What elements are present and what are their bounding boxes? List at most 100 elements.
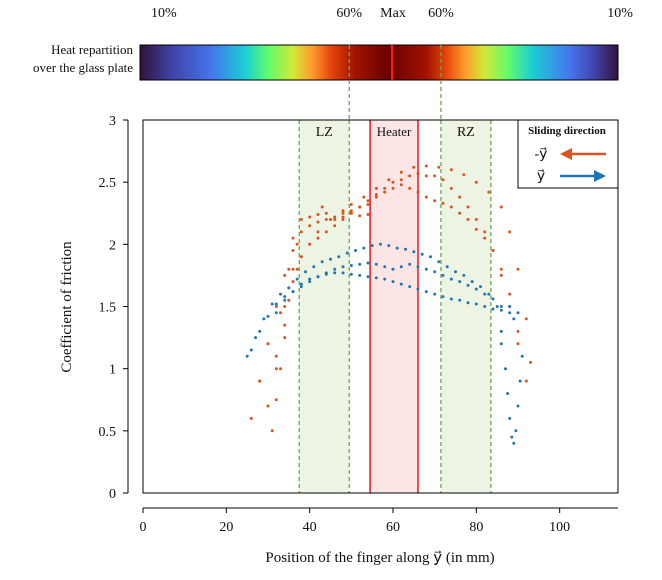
heat-bar-percent-label: Max: [380, 6, 406, 21]
data-point: [308, 215, 312, 219]
data-point: [299, 285, 303, 289]
data-point: [499, 342, 503, 346]
data-point: [474, 180, 478, 184]
data-point: [429, 255, 432, 259]
data-point: [424, 267, 428, 271]
x-tick-label: 40: [303, 520, 317, 535]
data-point: [358, 262, 362, 266]
data-point: [416, 287, 420, 291]
y-axis-label: Coefficient of friction: [59, 241, 75, 373]
zone-label: Heater: [377, 124, 412, 139]
heat-bar-percent-label: 10%: [607, 6, 633, 21]
data-point: [283, 273, 287, 277]
data-point: [516, 267, 520, 271]
data-point: [308, 224, 312, 228]
data-point: [287, 286, 291, 290]
data-point: [416, 172, 420, 175]
data-point: [508, 230, 512, 234]
data-point: [449, 186, 453, 190]
data-point: [483, 292, 487, 296]
data-point: [295, 242, 299, 246]
heat-zone-connectors: [348, 45, 442, 120]
legend-label: -y⃗: [535, 147, 548, 162]
data-point: [404, 247, 407, 251]
y-tick-label: 3: [109, 114, 116, 129]
zone-label: LZ: [316, 125, 333, 140]
x-tick-label: 80: [469, 520, 483, 535]
data-point: [287, 298, 291, 302]
data-point: [441, 295, 445, 299]
data-point: [262, 317, 266, 321]
arrow-left-icon: [560, 148, 572, 160]
data-point: [424, 174, 428, 178]
data-point: [458, 280, 462, 284]
data-point: [366, 213, 370, 216]
data-point: [408, 174, 412, 178]
data-point: [383, 186, 387, 190]
data-point: [499, 267, 503, 271]
data-point: [358, 214, 362, 218]
legend-title: Sliding direction: [528, 125, 606, 137]
data-point: [349, 211, 353, 215]
data-point: [399, 265, 403, 269]
data-point: [283, 305, 287, 308]
data-point: [458, 298, 462, 302]
data-point: [466, 205, 470, 209]
data-point: [266, 404, 270, 408]
data-point: [387, 244, 391, 248]
data-point: [458, 211, 462, 215]
data-point: [514, 429, 518, 433]
data-point: [474, 287, 478, 291]
data-point: [274, 354, 278, 358]
data-point: [274, 302, 278, 306]
data-point: [274, 367, 278, 371]
data-point: [341, 209, 345, 213]
x-tick-label: 0: [140, 520, 147, 535]
data-point: [258, 379, 262, 383]
data-point: [374, 276, 378, 280]
data-point: [333, 267, 337, 271]
data-point: [295, 277, 299, 281]
data-point: [520, 354, 524, 358]
data-point: [491, 249, 495, 252]
data-point: [341, 218, 345, 221]
data-point: [266, 342, 270, 346]
data-point: [399, 178, 403, 182]
data-point: [441, 273, 445, 277]
data-point: [366, 203, 370, 206]
data-point: [274, 305, 278, 308]
data-point: [441, 178, 445, 182]
data-point: [312, 265, 316, 269]
heat-bar-percent-label: 60%: [336, 6, 362, 21]
data-point: [433, 199, 437, 203]
plot-frame: [142, 119, 619, 494]
data-point: [279, 292, 282, 296]
data-point: [308, 242, 312, 246]
data-point: [333, 218, 337, 221]
data-point: [258, 329, 262, 333]
data-point: [433, 174, 437, 178]
zone-fill: [440, 120, 491, 493]
data-point: [391, 186, 395, 190]
arrow-right-icon: [594, 170, 606, 182]
zone-fill: [299, 120, 350, 493]
data-point: [249, 416, 253, 420]
data-point: [508, 416, 512, 420]
data-point: [354, 249, 357, 252]
y-tick-label: 2.5: [99, 176, 117, 191]
data-point: [270, 429, 274, 433]
data-point: [383, 265, 387, 269]
data-point: [499, 273, 503, 277]
data-point: [333, 224, 337, 228]
x-axis: 0 20 40 60 80 100: [140, 507, 618, 535]
data-point: [245, 354, 249, 358]
data-point: [358, 205, 362, 209]
heat-bar-percent-label: 60%: [428, 6, 454, 21]
data-point: [299, 282, 303, 286]
data-point: [437, 165, 441, 169]
data-point: [416, 190, 420, 194]
data-point: [499, 308, 503, 312]
data-point: [274, 398, 278, 402]
data-point: [291, 236, 295, 240]
data-point: [266, 314, 270, 318]
